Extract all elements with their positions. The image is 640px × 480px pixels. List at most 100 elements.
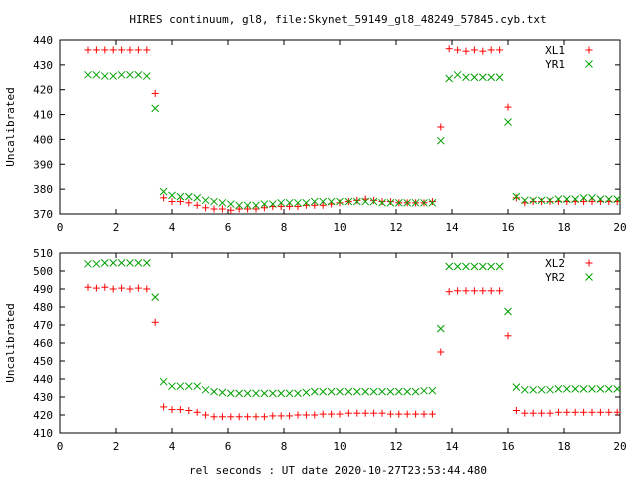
data-point	[168, 382, 176, 391]
legend-marker	[585, 46, 593, 54]
data-point	[336, 387, 344, 396]
data-point	[336, 199, 344, 207]
data-point	[142, 72, 151, 80]
y-axis-label: Uncalibrated	[4, 303, 17, 382]
data-point	[210, 197, 218, 206]
data-point	[277, 203, 285, 211]
data-point	[269, 412, 277, 420]
data-point	[176, 382, 185, 391]
data-point	[243, 201, 252, 210]
data-point	[378, 387, 386, 396]
data-point	[160, 403, 168, 411]
data-point	[126, 259, 134, 267]
legend-label: XL2	[545, 257, 565, 270]
data-point	[227, 413, 235, 421]
data-point	[529, 198, 537, 206]
data-point	[370, 409, 378, 417]
data-point	[504, 103, 512, 111]
data-point	[571, 408, 579, 416]
data-point	[101, 283, 109, 291]
x-tick-label: 4	[169, 440, 176, 453]
data-point	[117, 70, 126, 79]
data-point	[286, 203, 294, 211]
data-point	[571, 195, 580, 203]
x-tick-label: 10	[333, 440, 346, 453]
data-point	[319, 197, 328, 206]
data-point	[487, 287, 495, 295]
data-point	[184, 382, 193, 391]
data-point	[84, 283, 92, 291]
data-point	[479, 47, 487, 55]
data-point	[277, 412, 285, 420]
data-point	[445, 45, 453, 53]
data-point	[260, 200, 269, 208]
data-point	[596, 408, 604, 416]
data-point	[588, 198, 596, 206]
data-point	[352, 197, 361, 206]
data-point	[260, 413, 268, 421]
data-point	[386, 198, 395, 207]
data-point	[604, 385, 613, 393]
data-point	[580, 198, 588, 206]
data-point	[193, 382, 202, 391]
data-point	[302, 388, 311, 397]
data-point	[159, 377, 168, 386]
data-point	[454, 46, 462, 54]
data-point	[378, 409, 386, 417]
data-point	[226, 389, 235, 398]
data-point	[210, 387, 218, 396]
y-tick-label: 410	[33, 109, 53, 122]
data-point	[244, 413, 252, 421]
data-point	[470, 287, 478, 295]
data-point	[445, 74, 454, 83]
data-point	[226, 200, 235, 208]
data-point	[420, 386, 428, 395]
data-point	[227, 206, 235, 214]
data-point	[579, 385, 588, 393]
data-point	[537, 385, 546, 394]
data-point	[520, 385, 529, 394]
legend-marker	[585, 259, 593, 267]
data-point	[361, 409, 369, 417]
data-point	[613, 385, 622, 393]
top-panel: 0 2 4 6 8 10 12 14 16 18 20 370 380 390 400 410 420 430 44…	[4, 34, 627, 234]
x-tick-label: 14	[445, 221, 459, 234]
data-point	[378, 198, 386, 207]
x-tick-label: 0	[57, 440, 64, 453]
series-xl2	[84, 283, 621, 421]
data-point	[496, 46, 504, 54]
y-tick-label: 420	[33, 409, 53, 422]
data-point	[361, 197, 370, 206]
data-point	[218, 388, 227, 397]
data-point	[529, 385, 538, 394]
data-point	[218, 205, 226, 213]
y-tick-label: 430	[33, 391, 53, 404]
x-tick-label: 8	[281, 440, 288, 453]
data-point	[563, 408, 571, 416]
data-point	[134, 259, 143, 267]
y-tick-label: 370	[33, 208, 53, 221]
data-point	[92, 259, 101, 268]
data-point	[319, 410, 327, 418]
data-point	[394, 387, 403, 396]
data-point	[512, 383, 521, 391]
data-point	[109, 285, 117, 293]
data-point	[319, 201, 327, 209]
data-point	[118, 46, 126, 54]
data-point	[268, 389, 277, 398]
data-point	[462, 287, 470, 295]
data-point	[504, 332, 512, 340]
x-tick-label: 4	[169, 221, 176, 234]
x-axis-label: rel seconds : UT date 2020-10-27T23:53:4…	[189, 464, 487, 477]
data-point	[411, 387, 420, 396]
data-point	[252, 201, 260, 210]
y-tick-label: 480	[33, 301, 53, 314]
data-point	[151, 318, 159, 326]
data-point	[218, 198, 227, 207]
data-point	[100, 72, 109, 80]
data-point	[184, 192, 193, 201]
data-point	[504, 307, 512, 316]
data-point	[277, 389, 286, 398]
data-point	[353, 409, 361, 417]
